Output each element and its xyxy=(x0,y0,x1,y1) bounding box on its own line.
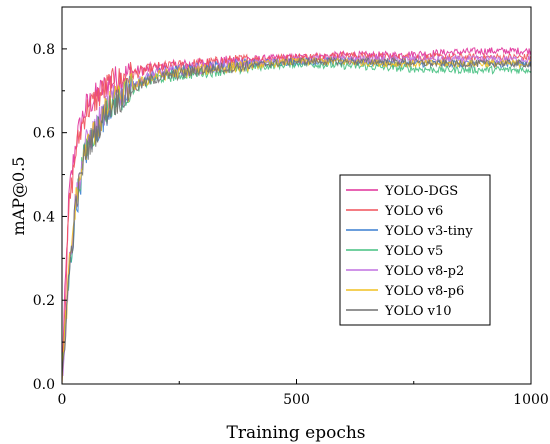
x-tick-label-0: 0 xyxy=(58,392,67,408)
legend-label-0: YOLO-DGS xyxy=(384,184,458,199)
x-tick-label-1: 500 xyxy=(283,392,310,408)
y-tick-label-3: 0.6 xyxy=(33,126,55,142)
x-tick-label-2: 1000 xyxy=(513,392,549,408)
legend-label-2: YOLO v3-tiny xyxy=(384,224,473,239)
y-tick-label-1: 0.2 xyxy=(33,293,55,309)
y-tick-label-2: 0.4 xyxy=(33,209,55,225)
y-tick-label-0: 0.0 xyxy=(33,377,55,393)
series-line-1 xyxy=(61,51,532,385)
legend-label-5: YOLO v8-p6 xyxy=(384,284,464,299)
x-axis-label: Training epochs xyxy=(226,423,365,443)
y-axis-label: mAP@0.5 xyxy=(9,157,28,236)
legend: YOLO-DGS YOLO v6 YOLO v3-tiny YOLO v5 YOLO v… xyxy=(339,174,491,326)
legend-label-4: YOLO v8-p2 xyxy=(384,264,464,279)
ticks-layer: 0 500 1000 0.0 0.2 0.4 0.6 0.8 xyxy=(33,42,549,408)
legend-label-1: YOLO v6 xyxy=(384,204,443,219)
series-line-5 xyxy=(61,56,532,385)
y-tick-label-4: 0.8 xyxy=(33,42,55,58)
series-line-6 xyxy=(61,56,532,377)
legend-label-6: YOLO v10 xyxy=(384,304,452,319)
series-line-4 xyxy=(61,54,532,376)
legend-label-3: YOLO v5 xyxy=(384,244,443,259)
series-layer xyxy=(61,46,532,385)
